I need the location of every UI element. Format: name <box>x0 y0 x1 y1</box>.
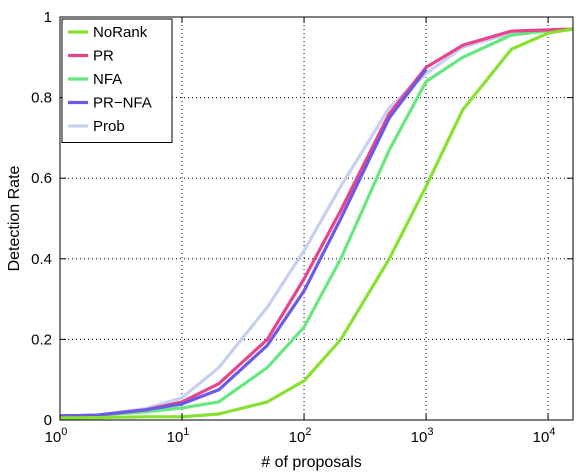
y-tick-label: 1 <box>44 9 52 26</box>
legend-label: PR−NFA <box>93 95 152 112</box>
x-tick-exponent: 3 <box>427 426 433 438</box>
series-line <box>59 27 574 418</box>
x-tick-label: 104 <box>533 426 556 446</box>
y-tick-labels: 0 0.2 0.4 0.6 0.8 1 <box>31 9 52 429</box>
x-tick-base: 10 <box>411 429 428 446</box>
legend-label: NoRank <box>93 24 148 41</box>
x-tick-exponent: 4 <box>549 426 555 438</box>
y-tick-label: 0.8 <box>31 90 52 107</box>
series-line <box>59 68 428 418</box>
legend-label: PR <box>93 48 114 65</box>
x-axis-title: # of proposals <box>261 454 362 471</box>
x-tick-base: 10 <box>533 429 550 446</box>
legend-label: NFA <box>93 71 122 88</box>
series-lines <box>59 27 574 420</box>
x-tick-label: 103 <box>411 426 434 446</box>
x-tick-exponent: 2 <box>305 426 311 438</box>
legend-box <box>61 18 173 143</box>
x-tick-label: 102 <box>289 426 312 446</box>
x-tick-exponent: 0 <box>61 426 67 438</box>
y-tick-label: 0.6 <box>31 170 52 187</box>
y-tick-label: 0.4 <box>31 251 52 268</box>
axis-ticks <box>59 16 573 421</box>
series-line <box>59 27 574 418</box>
series-line <box>59 27 574 420</box>
x-tick-exponent: 1 <box>183 426 189 438</box>
plot-frame <box>59 16 574 421</box>
legend-label: Prob <box>93 118 125 135</box>
y-tick-label: 0 <box>44 412 52 429</box>
x-tick-base: 10 <box>45 429 62 446</box>
x-tick-label: 101 <box>167 426 190 446</box>
y-tick-label: 0.2 <box>31 331 52 348</box>
legend: NoRank PR NFA PR−NFA Prob <box>61 18 173 143</box>
x-tick-labels: 100 101 102 103 104 <box>45 426 556 446</box>
x-tick-base: 10 <box>289 429 306 446</box>
y-axis-title: Detection Rate <box>6 165 23 271</box>
x-tick-base: 10 <box>167 429 184 446</box>
x-tick-label: 100 <box>45 426 68 446</box>
